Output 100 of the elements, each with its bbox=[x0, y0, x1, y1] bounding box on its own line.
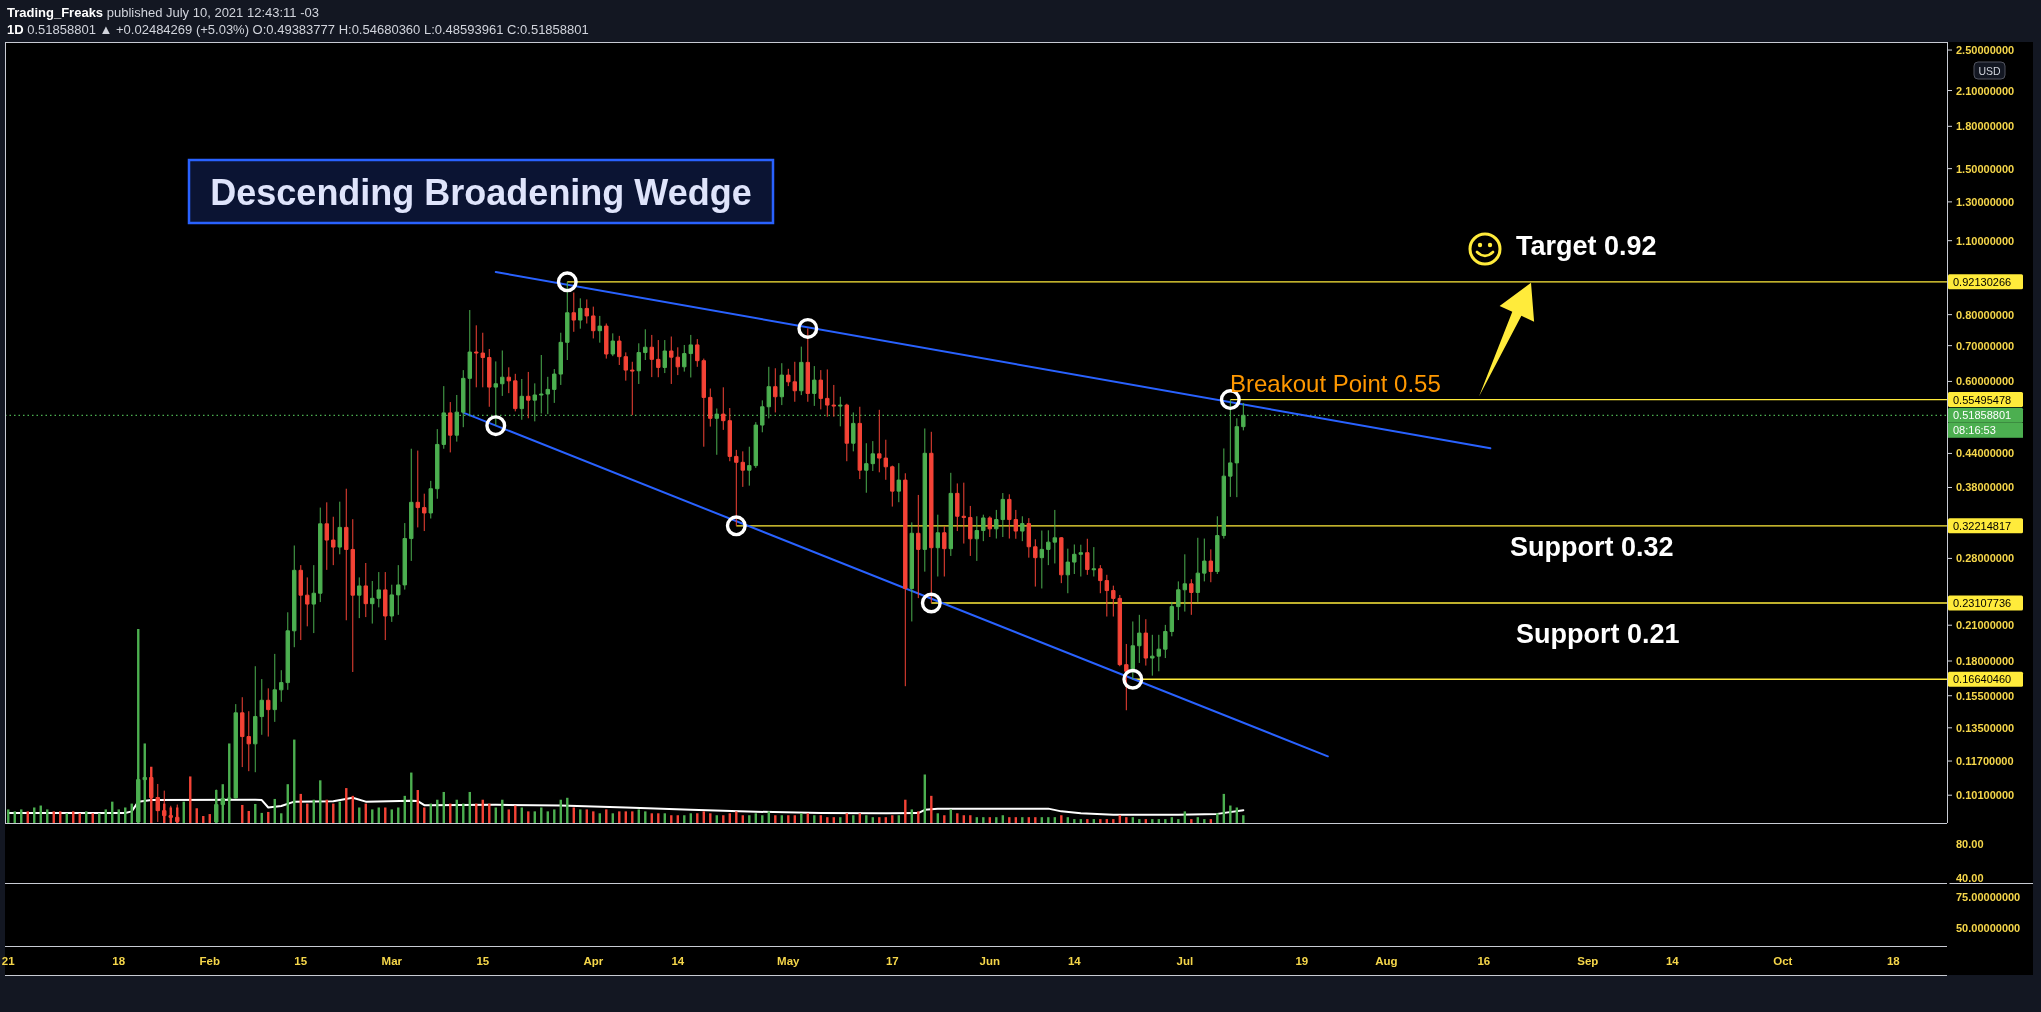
candlestick bbox=[383, 571, 388, 641]
ref-line-label: 0.51858801 bbox=[1953, 409, 2012, 422]
bar bbox=[800, 813, 803, 823]
candlestick bbox=[799, 346, 804, 396]
candlestick bbox=[805, 327, 810, 403]
ref-line-label: 0.92130266 bbox=[1953, 275, 2012, 288]
bar bbox=[904, 799, 907, 823]
y-axis-title: USD bbox=[1978, 64, 2001, 77]
bar bbox=[995, 817, 998, 823]
annotation: Breakout Point 0.55 bbox=[1230, 369, 1441, 397]
bar bbox=[1099, 819, 1102, 823]
annotation: Target 0.92 bbox=[1516, 231, 1657, 261]
candlestick bbox=[649, 334, 654, 378]
candlestick bbox=[890, 465, 895, 508]
text: 1D 0.51858801 ▲ +0.02484269 (+5.03%) O:0.49383777 H:0.54680360 L:0.48593961 C:0.51858801 bbox=[7, 21, 589, 37]
bar bbox=[1164, 819, 1167, 823]
candlestick bbox=[1143, 618, 1149, 667]
y-tick-label: 2.10000000 bbox=[1956, 84, 2015, 97]
candlestick bbox=[591, 306, 596, 339]
bar bbox=[1242, 815, 1245, 823]
y-tick-label: 0.60000000 bbox=[1956, 375, 2015, 388]
candlestick bbox=[526, 371, 531, 419]
annotation: Support 0.21 bbox=[1516, 619, 1680, 649]
text: 80.00 bbox=[1956, 838, 1984, 851]
point bbox=[725, 515, 747, 537]
y-tick-label: 0.28000000 bbox=[1956, 552, 2015, 565]
bar bbox=[969, 815, 972, 823]
bar bbox=[917, 811, 920, 823]
candlestick bbox=[948, 472, 954, 557]
ref-line-label: 0.23107736 bbox=[1953, 597, 2012, 609]
candlestick bbox=[857, 406, 863, 480]
candlestick bbox=[812, 365, 817, 407]
text: 40.00 bbox=[1956, 872, 1984, 884]
candlestick bbox=[929, 431, 934, 604]
candlestick bbox=[428, 480, 433, 519]
candlestick bbox=[500, 349, 505, 397]
candlestick bbox=[389, 584, 394, 623]
candlestick bbox=[942, 525, 947, 578]
bar bbox=[1112, 819, 1115, 823]
candlestick bbox=[630, 361, 635, 416]
candlestick bbox=[643, 328, 648, 361]
candlestick bbox=[363, 562, 368, 618]
x-tick-label: Jul bbox=[1176, 955, 1194, 967]
candlestick bbox=[1137, 614, 1142, 664]
bar bbox=[1203, 819, 1206, 823]
x-tick-label: 19 bbox=[1295, 955, 1309, 967]
candlestick bbox=[292, 545, 297, 648]
ref-line-label: 0.16640460 bbox=[1953, 673, 2012, 686]
bar bbox=[1151, 819, 1154, 823]
x-tick-label: Mar bbox=[381, 955, 403, 967]
bar bbox=[943, 815, 946, 823]
price-tag: 0.32214817 bbox=[1948, 518, 2023, 534]
candlestick bbox=[1059, 536, 1064, 584]
candlestick bbox=[448, 401, 453, 453]
point bbox=[920, 592, 942, 614]
candlestick bbox=[1124, 643, 1129, 711]
candlestick bbox=[409, 448, 414, 562]
candlestick bbox=[584, 298, 589, 324]
y-tick-label: 0.15500000 bbox=[1956, 689, 2015, 702]
x-tick-label: 16 bbox=[1477, 955, 1491, 967]
candlestick bbox=[1085, 538, 1090, 576]
bar bbox=[956, 813, 959, 823]
candlestick bbox=[298, 564, 303, 641]
candlestick bbox=[578, 297, 583, 330]
bar bbox=[1229, 805, 1232, 823]
y-tick-label: 0.13500000 bbox=[1956, 721, 2015, 734]
candlestick bbox=[1091, 546, 1097, 578]
bar bbox=[1060, 815, 1063, 823]
candlestick bbox=[714, 407, 719, 456]
x-tick-label: 18 bbox=[112, 955, 126, 967]
candlestick bbox=[818, 369, 823, 410]
bar bbox=[1008, 817, 1011, 823]
candlestick bbox=[272, 653, 277, 723]
candlestick bbox=[987, 515, 993, 538]
bar bbox=[1086, 819, 1089, 823]
bar bbox=[787, 815, 790, 823]
x-tick-label: 14 bbox=[1067, 955, 1082, 967]
candlestick bbox=[506, 366, 511, 394]
x-tick-label: 21 bbox=[1, 955, 16, 967]
y-tick-label: 0.10100000 bbox=[1956, 789, 2015, 802]
candlestick bbox=[1195, 537, 1201, 603]
candlestick bbox=[708, 388, 713, 428]
candlestick bbox=[597, 315, 602, 344]
candlestick bbox=[513, 373, 518, 412]
price-tag: 0.55495478 bbox=[1948, 392, 2023, 408]
y-tick-label: 1.50000000 bbox=[1956, 162, 2015, 175]
bar bbox=[865, 815, 868, 823]
candlestick bbox=[779, 362, 784, 406]
candlestick bbox=[1189, 578, 1194, 616]
candlestick bbox=[935, 514, 941, 578]
bar bbox=[826, 817, 829, 823]
y-tick-label: 0.38000000 bbox=[1956, 481, 2015, 494]
x-tick-label: 14 bbox=[1665, 955, 1680, 967]
y-tick-label: 1.30000000 bbox=[1956, 195, 2015, 208]
text: 50.00000000 bbox=[1956, 921, 2021, 934]
bar bbox=[1190, 819, 1193, 823]
x-tick-label: Oct bbox=[1773, 955, 1793, 967]
point bbox=[556, 271, 578, 293]
bar bbox=[1047, 817, 1050, 823]
y-tick-label: 2.50000000 bbox=[1956, 44, 2015, 57]
